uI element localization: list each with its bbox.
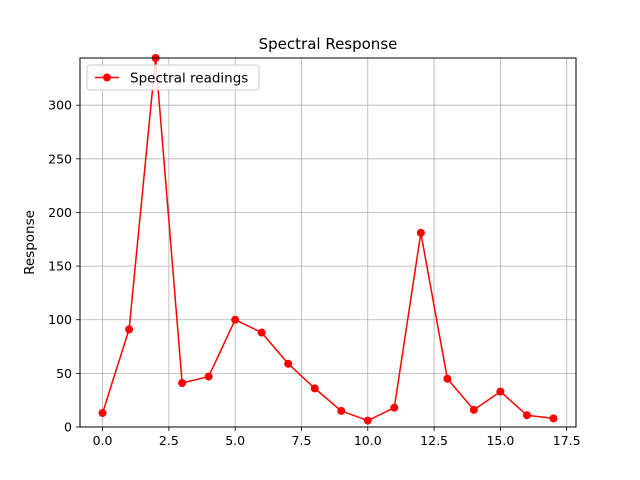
data-point — [443, 374, 452, 383]
data-point — [496, 387, 505, 396]
series-line — [101, 57, 554, 422]
data-point — [363, 416, 372, 425]
data-point — [231, 315, 240, 324]
data-point — [416, 228, 425, 237]
data-point — [257, 328, 266, 337]
y-tick-label: 300 — [48, 98, 72, 113]
data-point — [522, 411, 531, 420]
x-tick-label: 12.5 — [420, 433, 448, 448]
legend-marker-swatch — [103, 73, 111, 82]
y-tick-label: 250 — [48, 151, 72, 166]
plot-frame — [79, 57, 577, 428]
data-point — [284, 359, 293, 368]
y-tick-label: 150 — [48, 259, 72, 274]
data-point — [469, 405, 478, 414]
y-tick-label: 50 — [56, 366, 72, 381]
y-axis-label: Response — [22, 210, 38, 275]
legend-box — [86, 64, 260, 91]
axis-ticks: 0.0 2.5 5.0 7.5 10.0 12.5 15.0 17.5 0 50 100 150 200… — [48, 98, 580, 448]
y-tick-label: 200 — [48, 205, 72, 220]
legend: Spectral readings — [86, 64, 260, 91]
x-tick-label: 7.5 — [292, 433, 312, 448]
x-tick-label: 10.0 — [354, 433, 382, 448]
legend-label: Spectral readings — [130, 71, 248, 87]
data-point — [98, 409, 107, 418]
x-tick-label: 5.0 — [225, 433, 245, 448]
series-layer — [98, 54, 558, 425]
x-tick-label: 15.0 — [486, 433, 514, 448]
data-point — [178, 379, 187, 388]
data-point — [310, 384, 319, 393]
chart-title: Spectral Response — [259, 35, 398, 53]
y-tick-label: 100 — [48, 312, 72, 327]
data-point — [125, 325, 134, 334]
data-point — [390, 403, 399, 412]
data-point — [204, 372, 213, 381]
x-tick-label: 2.5 — [159, 433, 179, 448]
x-tick-label: 17.5 — [553, 433, 581, 448]
data-point — [337, 406, 346, 415]
data-point — [549, 414, 558, 423]
y-tick-label: 0 — [64, 420, 72, 435]
x-tick-label: 0.0 — [93, 433, 113, 448]
